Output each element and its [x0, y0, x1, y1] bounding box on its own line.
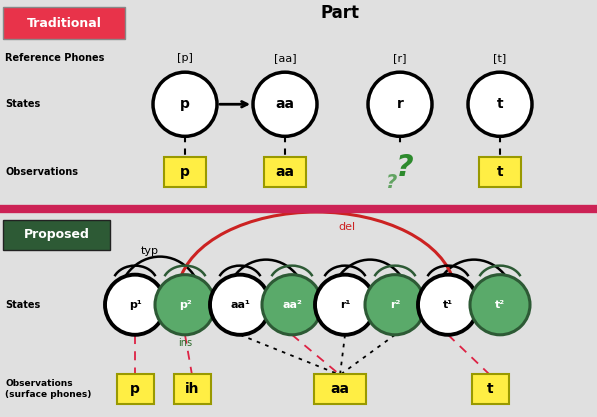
Text: t¹: t¹ — [443, 300, 453, 310]
Text: t: t — [487, 382, 493, 396]
Circle shape — [253, 72, 317, 136]
Text: Traditional: Traditional — [26, 17, 101, 30]
Text: States: States — [5, 99, 40, 109]
Circle shape — [153, 72, 217, 136]
Circle shape — [418, 275, 478, 335]
FancyBboxPatch shape — [264, 157, 306, 188]
Text: p¹: p¹ — [128, 300, 141, 310]
Text: r¹: r¹ — [340, 300, 350, 310]
FancyBboxPatch shape — [479, 157, 521, 188]
FancyBboxPatch shape — [174, 374, 211, 404]
Text: aa²: aa² — [282, 300, 302, 310]
Text: [t]: [t] — [493, 53, 507, 63]
Circle shape — [315, 275, 375, 335]
Text: Proposed: Proposed — [24, 228, 90, 241]
Circle shape — [210, 275, 270, 335]
Circle shape — [365, 275, 425, 335]
FancyBboxPatch shape — [472, 374, 509, 404]
Circle shape — [105, 275, 165, 335]
Text: t²: t² — [495, 300, 505, 310]
Text: typ: typ — [141, 246, 159, 256]
FancyBboxPatch shape — [3, 219, 110, 250]
Circle shape — [155, 275, 215, 335]
Text: Part: Part — [321, 4, 359, 22]
Text: t: t — [497, 97, 503, 111]
Text: p: p — [180, 166, 190, 179]
FancyBboxPatch shape — [3, 7, 125, 39]
Text: ?: ? — [396, 153, 414, 182]
Text: States: States — [5, 300, 40, 310]
Text: [aa]: [aa] — [273, 53, 296, 63]
Text: Reference Phones: Reference Phones — [5, 53, 104, 63]
Text: r: r — [396, 97, 404, 111]
Circle shape — [368, 72, 432, 136]
FancyBboxPatch shape — [116, 374, 153, 404]
Text: p: p — [180, 97, 190, 111]
Circle shape — [468, 72, 532, 136]
Text: aa¹: aa¹ — [230, 300, 250, 310]
Text: p²: p² — [179, 300, 192, 310]
Text: p: p — [130, 382, 140, 396]
Text: [p]: [p] — [177, 53, 193, 63]
Text: Observations
(surface phones): Observations (surface phones) — [5, 379, 91, 399]
Text: del: del — [338, 222, 355, 232]
Text: ins: ins — [153, 292, 167, 302]
Text: ?: ? — [386, 173, 398, 192]
Text: [r]: [r] — [393, 53, 407, 63]
Text: t: t — [497, 166, 503, 179]
Text: aa: aa — [275, 97, 294, 111]
Circle shape — [470, 275, 530, 335]
Text: aa: aa — [331, 382, 349, 396]
Text: aa: aa — [275, 166, 294, 179]
Text: Observations: Observations — [5, 167, 78, 177]
Text: ins: ins — [178, 338, 192, 348]
Text: ih: ih — [184, 382, 199, 396]
Text: r²: r² — [390, 300, 400, 310]
Circle shape — [262, 275, 322, 335]
FancyBboxPatch shape — [164, 157, 206, 188]
FancyBboxPatch shape — [314, 374, 366, 404]
